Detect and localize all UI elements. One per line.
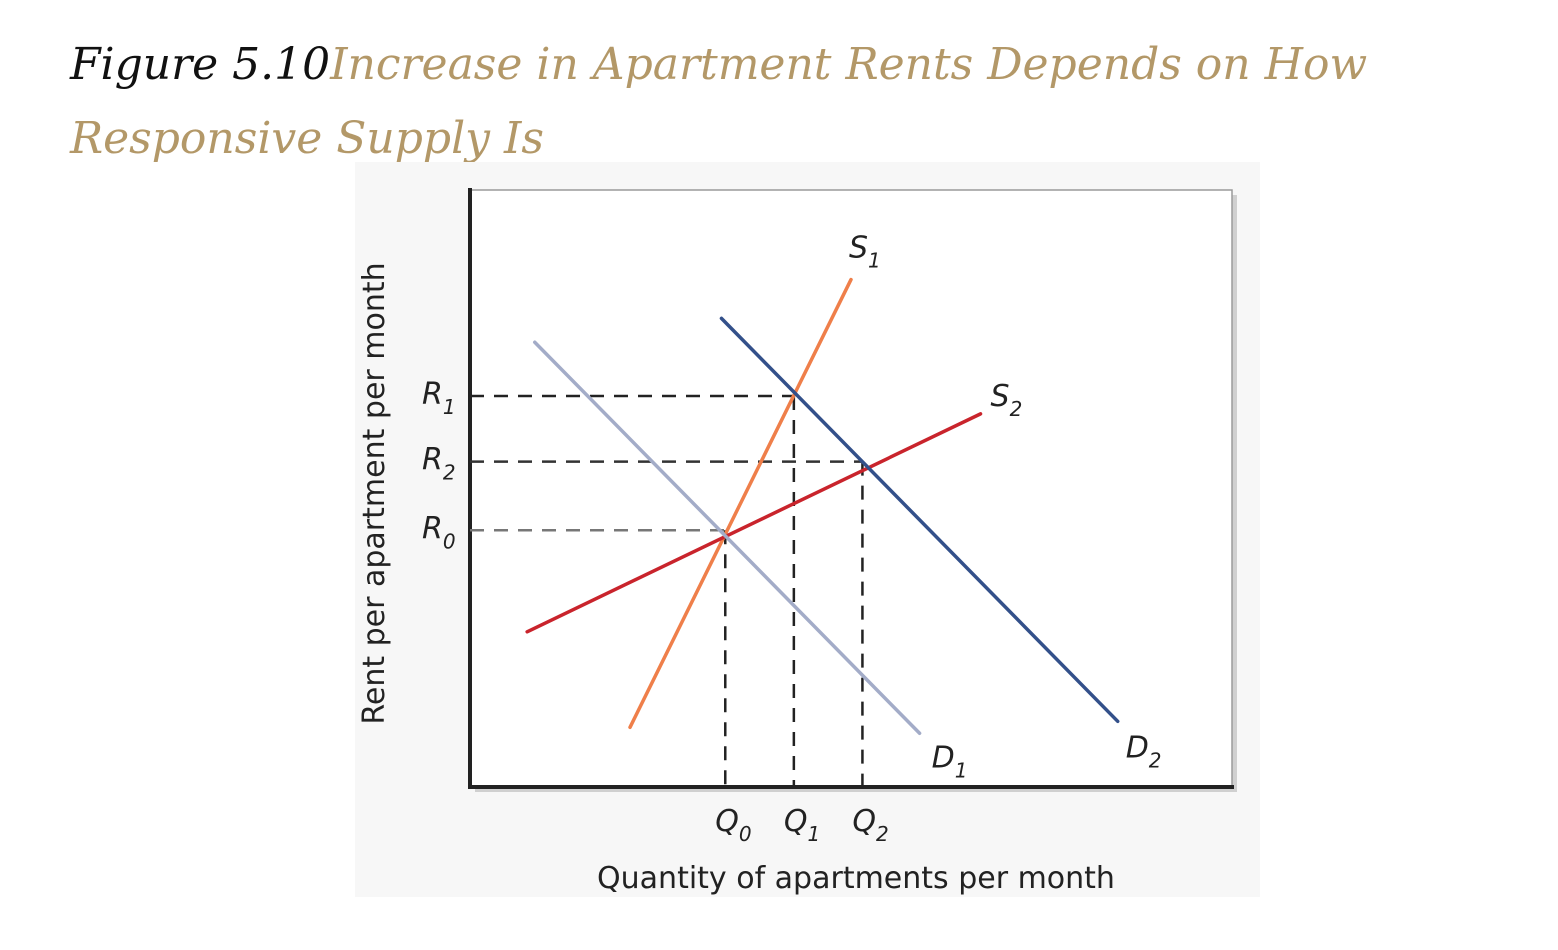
y-tick-label-r2: R2 [422, 443, 456, 485]
figure-caption: Figure 5.10Increase in Apartment Rents D… [70, 28, 1530, 176]
y-axis-title: Rent per apartment per month [357, 262, 392, 724]
curve-s1 [628, 277, 853, 730]
x-axis-title: Quantity of apartments per month [597, 861, 1115, 896]
series-label-s1: S1 [849, 231, 881, 273]
x-tick-label-q2: Q2 [852, 804, 888, 846]
figure-label: Figure 5.10 [70, 39, 331, 90]
series-label-d1: D1 [932, 740, 968, 782]
curve-d2 [719, 316, 1120, 724]
series-label-s2: S2 [991, 379, 1023, 421]
x-tick-label-q0: Q0 [715, 804, 751, 846]
curve-s2 [525, 412, 983, 634]
x-tick-label-q1: Q1 [784, 804, 820, 846]
curve-d1 [533, 340, 922, 736]
plot-area [469, 189, 1233, 788]
series-label-d2: D2 [1126, 730, 1162, 772]
y-tick-label-r1: R1 [422, 377, 456, 419]
figure-title: Increase in Apartment Rents Depends on H… [70, 39, 1368, 164]
y-tick-label-r0: R0 [422, 511, 456, 553]
